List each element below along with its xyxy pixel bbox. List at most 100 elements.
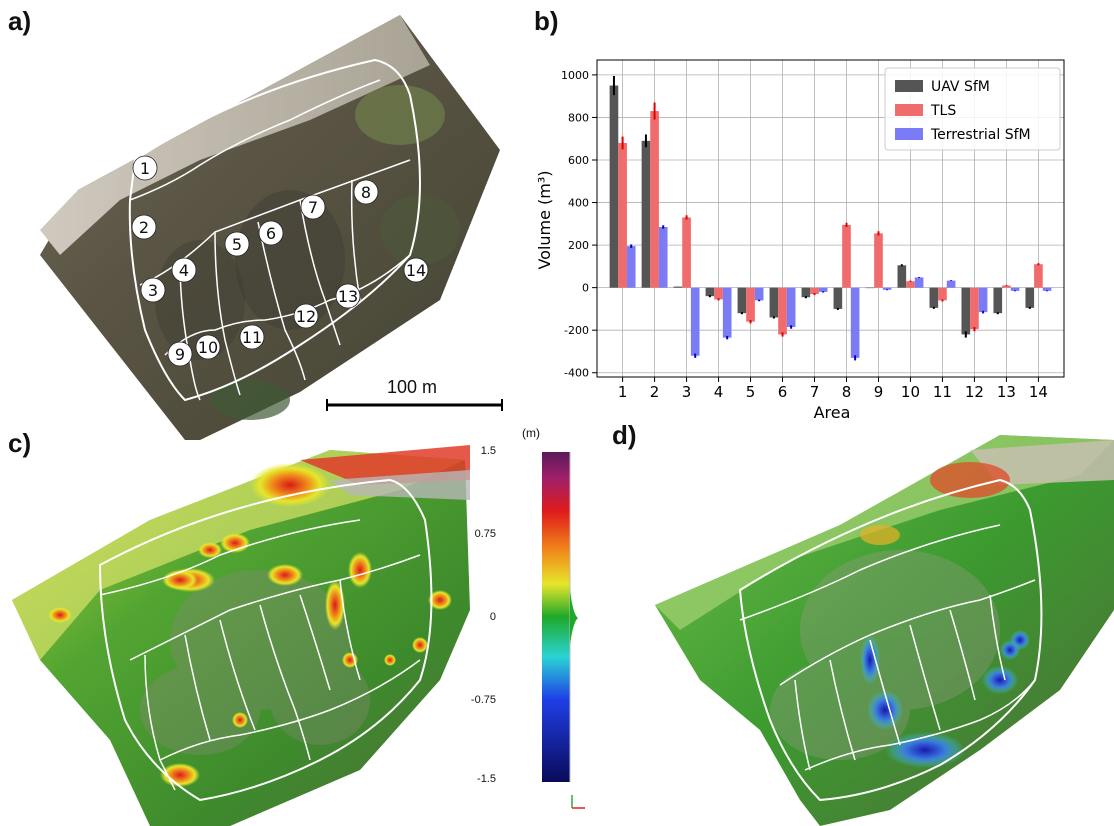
area-marker-label: 11: [242, 328, 262, 347]
colorbar-unit: (m): [522, 426, 540, 440]
difference-map-c-divisions: [99, 519, 421, 791]
y-tick-label: -200: [564, 324, 589, 337]
panel-label-b: b): [534, 6, 559, 36]
legend-box: [884, 67, 1061, 151]
legend-swatch: [895, 104, 923, 116]
area-marker-13: 13: [335, 283, 361, 309]
chart-y-ticks: -400 -200 0 200 400 600 800 1000: [561, 69, 597, 380]
bar: [874, 233, 883, 288]
x-tick-label: 4: [714, 383, 724, 401]
colorbar-gradient: [542, 452, 570, 782]
area-marker-label: 1: [140, 159, 150, 178]
bar: [978, 287, 988, 313]
y-tick-label: 800: [568, 111, 589, 124]
x-tick-label: 1: [618, 383, 628, 401]
y-tick-label: -400: [564, 367, 589, 380]
colorbar-tick-4: -0.75: [470, 694, 496, 706]
x-tick-label: 13: [997, 383, 1016, 401]
area-marker-3: 3: [140, 277, 166, 303]
x-axis-label: Area: [814, 403, 851, 422]
bar: [609, 85, 619, 288]
legend-swatch: [895, 128, 923, 140]
legend-label: Terrestrial SfM: [930, 127, 1031, 143]
bar: [842, 224, 851, 288]
x-tick-label: 3: [682, 383, 692, 401]
x-tick-label: 9: [874, 383, 884, 401]
bar: [641, 140, 651, 288]
bar: [786, 287, 796, 328]
bar: [961, 287, 971, 335]
area-marker-label: 6: [266, 224, 276, 243]
bar: [650, 111, 659, 288]
area-marker-14: 14: [403, 257, 429, 283]
difference-map-d-footprint: [655, 435, 1114, 826]
legend-label: TLS: [930, 103, 956, 119]
bar: [833, 287, 843, 309]
y-tick-label: 1000: [561, 69, 589, 82]
area-marker-11: 11: [239, 324, 265, 350]
bar: [778, 287, 787, 335]
axis-glyph: [571, 795, 585, 809]
bar: [938, 287, 947, 301]
bar: [769, 287, 779, 318]
bar: [705, 287, 715, 297]
bar: [946, 280, 956, 288]
x-tick-label: 8: [842, 383, 852, 401]
x-tick-label: 6: [778, 383, 788, 401]
bar: [850, 287, 860, 358]
difference-map-c: [12, 445, 470, 826]
area-marker-2: 2: [131, 214, 157, 240]
colorbar: [542, 452, 585, 809]
x-tick-label: 14: [1029, 383, 1048, 401]
bar: [626, 246, 636, 288]
area-marker-6: 6: [258, 220, 284, 246]
y-tick-label: 600: [568, 154, 589, 167]
area-marker-label: 12: [296, 307, 316, 326]
area-marker-label: 7: [308, 198, 318, 217]
x-tick-label: 7: [810, 383, 820, 401]
difference-map-d-divisions: [739, 524, 1036, 771]
y-tick-label: 0: [582, 282, 589, 295]
bar: [1002, 285, 1011, 288]
study-area-boundary: [128, 58, 421, 402]
area-marker-12: 12: [293, 303, 319, 329]
area-marker-9: 9: [167, 341, 193, 367]
panel-label-c: c): [8, 428, 32, 458]
bar: [618, 142, 627, 288]
bar: [865, 287, 875, 289]
bar: [882, 287, 892, 290]
bar: [658, 227, 668, 288]
y-axis-label: Volume (m³): [535, 170, 554, 269]
colorbar-tick-3: 0: [489, 611, 496, 623]
chart-legend: UAV SfM TLS Terrestrial SfM: [884, 67, 1061, 151]
area-marker-label: 13: [338, 287, 358, 306]
y-tick-label: 200: [568, 239, 589, 252]
colorbar-histogram: [570, 590, 578, 645]
x-tick-label: 12: [965, 383, 984, 401]
area-marker-7: 7: [300, 194, 326, 220]
area-marker-label: 2: [139, 218, 149, 237]
area-marker-label: 4: [179, 261, 189, 280]
y-tick-label: 400: [568, 197, 589, 210]
bar: [897, 265, 907, 288]
bar: [929, 287, 939, 308]
area-marker-8: 8: [353, 179, 379, 205]
x-tick-label: 5: [746, 383, 756, 401]
beach-strip: [40, 15, 430, 255]
legend-swatch: [895, 80, 923, 92]
legend-label: UAV SfM: [931, 79, 990, 95]
bar: [737, 287, 747, 314]
area-marker-label: 9: [175, 345, 185, 364]
bar: [1034, 264, 1043, 288]
area-marker-label: 8: [361, 183, 371, 202]
bar: [673, 286, 683, 288]
bar: [690, 287, 700, 356]
difference-map-d-boundary: [738, 478, 1043, 802]
bar: [1042, 287, 1052, 291]
bar: [1025, 287, 1035, 308]
area-marker-1: 1: [132, 155, 158, 181]
colorbar-tick-1: 1.5: [480, 445, 496, 457]
bar: [754, 287, 764, 301]
